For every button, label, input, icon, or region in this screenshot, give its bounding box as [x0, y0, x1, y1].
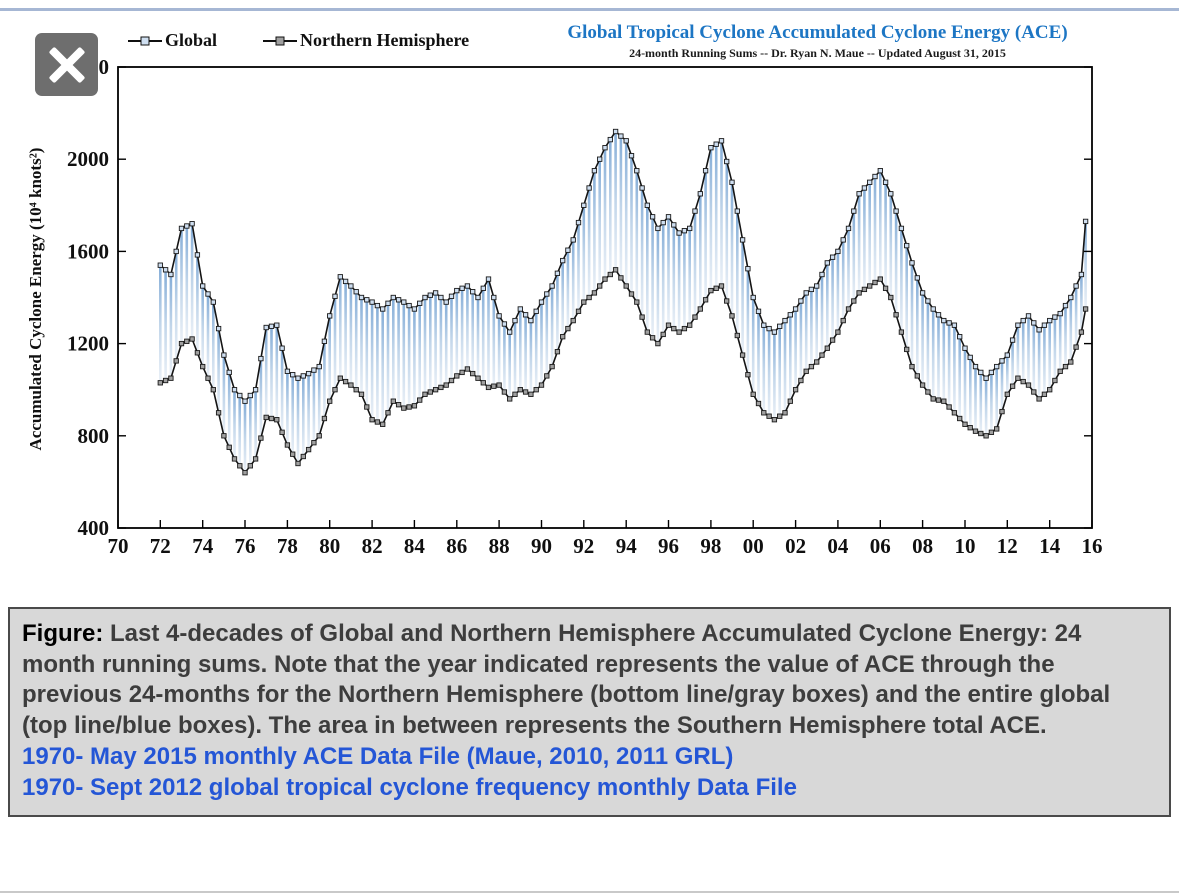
x-tick-label: 10 [955, 534, 976, 558]
x-tick-label: 00 [743, 534, 764, 558]
figure-caption: Figure: Last 4-decades of Global and Nor… [8, 607, 1171, 818]
x-tick-label: 02 [785, 534, 806, 558]
x-tick-label: 70 [108, 534, 129, 558]
global-markers [157, 128, 1089, 404]
x-tick-label: 90 [531, 534, 552, 558]
x-tick-label: 80 [319, 534, 340, 558]
chart-plot-svg: 70 72 74 76 78 80 82 84 86 88 90 92 94 96 98 00 02 04 06 08… [67, 55, 1103, 558]
x-tick-label: 74 [192, 534, 214, 558]
caption-body: Last 4-decades of Global and Northern He… [22, 620, 1111, 740]
global-line [159, 130, 1087, 403]
chart-subtitle: 24-month Running Sums -- Dr. Ryan N. Mau… [629, 46, 1006, 60]
x-tick-label: 72 [150, 534, 171, 558]
x-tick-label: 06 [870, 534, 891, 558]
legend-item-northern-hemisphere: Northern Hemisphere [263, 30, 469, 51]
y-tick-label: 1600 [67, 239, 109, 263]
close-button[interactable] [35, 33, 98, 96]
x-tick-label: 04 [827, 534, 849, 558]
x-axis: 70 72 74 76 78 80 82 84 86 88 90 92 94 96 98 00 02 04 06 08… [108, 520, 1103, 558]
y-tick-label: 400 [78, 516, 110, 540]
legend-label-northern-hemisphere: Northern Hemisphere [300, 30, 470, 50]
ace-chart: 70 72 74 76 78 80 82 84 86 88 90 92 94 96 98 00 02 04 06 08… [26, 22, 1103, 558]
x-tick-label: 88 [489, 534, 510, 558]
legend-label-global: Global [165, 30, 218, 50]
y-tick-label: 1200 [67, 332, 109, 356]
ace-data-file-link[interactable]: 1970- May 2015 monthly ACE Data File (Ma… [22, 742, 734, 770]
chart-title: Global Tropical Cyclone Accumulated Cycl… [567, 22, 1068, 43]
x-tick-label: 98 [700, 534, 721, 558]
cyclone-frequency-data-file-link[interactable]: 1970- Sept 2012 global tropical cyclone … [22, 773, 797, 801]
x-tick-label: 16 [1082, 534, 1103, 558]
y-axis: 4008001200160020002400 [67, 55, 1092, 540]
y-axis-title: Accumulated Cyclone Energy (10⁴ knots²) [26, 147, 45, 451]
bottom-divider [0, 891, 1179, 893]
x-tick-label: 86 [446, 534, 467, 558]
x-tick-label: 92 [573, 534, 594, 558]
southern-hemisphere-band [159, 133, 1087, 472]
plot-frame [117, 66, 1093, 529]
x-tick-label: 14 [1039, 534, 1061, 558]
x-tick-label: 96 [658, 534, 679, 558]
nh-marker-icon [263, 34, 298, 47]
x-tick-label: 84 [404, 534, 426, 558]
legend-item-global: Global [128, 30, 217, 51]
x-tick-label: 82 [362, 534, 383, 558]
caption-text: Figure: Last 4-decades of Global and Nor… [22, 619, 1157, 742]
x-tick-label: 78 [277, 534, 298, 558]
x-tick-label: 76 [235, 534, 256, 558]
top-divider [0, 8, 1179, 11]
x-tick-label: 08 [912, 534, 933, 558]
y-tick-label: 2000 [67, 147, 109, 171]
y-tick-label: 800 [78, 424, 110, 448]
global-marker-icon [128, 34, 162, 47]
x-tick-label: 94 [616, 534, 638, 558]
caption-label: Figure: [22, 620, 104, 647]
x-tick-label: 12 [997, 534, 1018, 558]
chart-legend: Global Northern Hemisphere [128, 30, 469, 51]
northern-hemisphere-markers [157, 267, 1089, 476]
